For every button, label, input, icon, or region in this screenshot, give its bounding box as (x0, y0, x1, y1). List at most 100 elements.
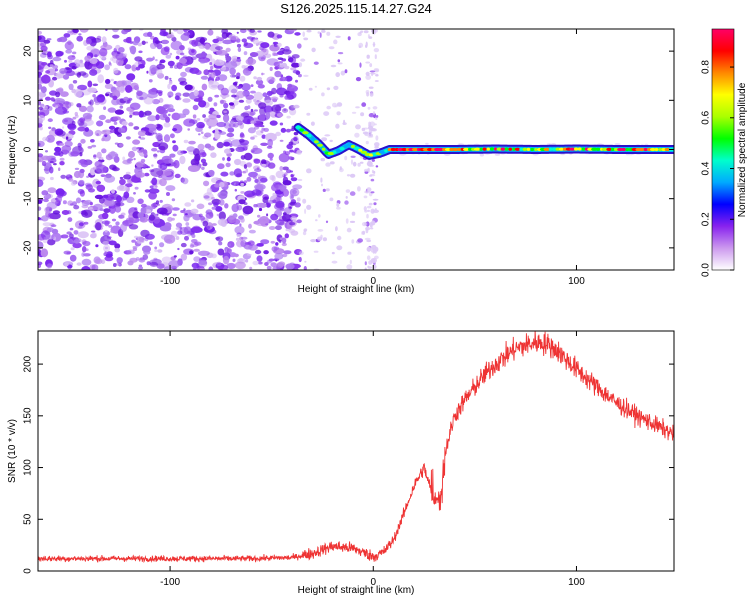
signal-trace-segment (504, 147, 509, 151)
noise-blob (250, 108, 254, 112)
noise-blob (278, 153, 290, 163)
noise-blob (52, 76, 58, 81)
noise-blob (256, 76, 263, 81)
noise-blob (270, 35, 274, 38)
noise-blob (350, 155, 356, 158)
noise-blob (108, 240, 117, 246)
noise-blob (119, 178, 126, 186)
noise-blob (222, 255, 230, 265)
noise-blob (330, 64, 337, 68)
noise-blob (40, 45, 48, 52)
noise-blob (347, 36, 351, 41)
noise-blob (372, 106, 378, 110)
noise-blob (83, 201, 87, 204)
noise-blob (63, 250, 72, 255)
signal-trace-segment (486, 147, 490, 151)
noise-blob (174, 173, 181, 179)
noise-blob (111, 218, 117, 222)
y-tick-label: 0 (23, 146, 34, 152)
noise-blob (329, 161, 335, 165)
noise-blob (60, 91, 69, 97)
noise-blob (38, 206, 42, 211)
noise-blob (304, 260, 307, 263)
noise-blob (99, 47, 108, 57)
noise-blob (123, 191, 130, 199)
noise-blob (103, 244, 111, 253)
noise-blob (245, 94, 255, 100)
noise-blob (151, 87, 157, 93)
noise-blob (366, 213, 369, 219)
noise-blob (320, 177, 323, 183)
noise-blob (375, 165, 379, 168)
noise-blob (219, 99, 224, 105)
noise-blob (124, 64, 132, 70)
noise-blob (55, 72, 62, 80)
noise-blob (183, 214, 190, 222)
noise-blob (78, 33, 82, 36)
noise-blob (167, 91, 174, 98)
noise-blob (236, 31, 239, 34)
noise-blob (41, 74, 51, 84)
noise-blob (217, 218, 228, 226)
noise-blob (149, 241, 153, 246)
noise-blob (105, 119, 112, 124)
noise-blob (111, 116, 119, 122)
noise-blob (126, 158, 131, 164)
noise-blob (198, 45, 206, 49)
noise-blob (228, 102, 235, 106)
noise-blob (231, 203, 239, 213)
noise-blob (43, 198, 49, 203)
noise-blob (277, 42, 282, 48)
noise-blob (177, 230, 183, 235)
noise-blob (105, 253, 113, 258)
signal-trace-segment (508, 147, 512, 151)
noise-blob (263, 250, 269, 255)
noise-blob (54, 146, 62, 153)
noise-blob (351, 211, 356, 216)
noise-blob (172, 29, 178, 32)
noise-blob (311, 47, 316, 53)
noise-blob (257, 261, 263, 265)
noise-blob (215, 236, 224, 242)
noise-blob (238, 199, 246, 205)
noise-blob (147, 115, 158, 122)
noise-blob (93, 203, 103, 211)
noise-blob (55, 105, 59, 109)
noise-blob (240, 239, 247, 248)
noise-blob (189, 122, 194, 126)
noise-blob (149, 261, 158, 267)
noise-blob (52, 56, 62, 62)
noise-blob (134, 56, 143, 62)
noise-blob (113, 67, 119, 74)
noise-blob (206, 187, 213, 195)
noise-blob (192, 268, 197, 270)
noise-blob (59, 161, 65, 166)
noise-blob (296, 149, 302, 155)
noise-blob (38, 91, 44, 100)
noise-blob (248, 223, 252, 229)
noise-blob (103, 175, 116, 183)
noise-blob (293, 104, 300, 109)
noise-blob (135, 161, 146, 168)
noise-blob (368, 164, 375, 167)
signal-trace-segment (449, 147, 455, 152)
noise-blob (80, 138, 86, 144)
x-tick-label: -100 (160, 276, 180, 287)
noise-blob (262, 58, 265, 61)
noise-blob (345, 189, 351, 193)
signal-trace-segment (621, 147, 627, 152)
noise-blob (269, 66, 273, 72)
noise-blob (72, 116, 77, 120)
noise-blob (38, 115, 46, 122)
noise-blob (69, 254, 77, 262)
signal-trace-segment (522, 147, 528, 151)
signal-trace-segment (519, 147, 524, 151)
noise-blob (183, 139, 189, 144)
noise-blob (306, 29, 312, 33)
noise-blob (38, 140, 45, 148)
noise-blob (261, 159, 267, 165)
noise-blob (114, 248, 120, 253)
noise-blob (69, 227, 74, 231)
noise-blob (366, 187, 372, 193)
